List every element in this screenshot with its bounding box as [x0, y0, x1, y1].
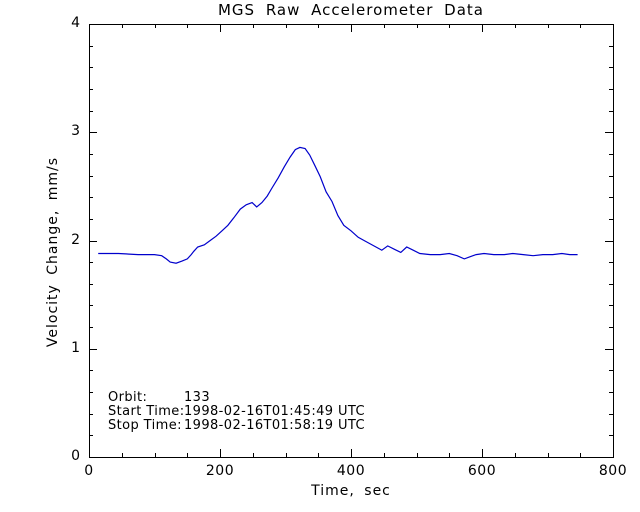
- orbit-label: Orbit:: [108, 390, 148, 405]
- orbit-value: 133: [184, 390, 211, 405]
- axis-tick-marks: [89, 24, 614, 458]
- stop-time-label: Stop Time:: [108, 418, 182, 433]
- x-axis-title: Time, sec: [311, 483, 391, 499]
- annotation-row-orbit: Orbit: 133: [108, 391, 365, 405]
- start-time-label: Start Time:: [108, 404, 185, 419]
- x-tick-label: 0: [84, 463, 94, 479]
- x-tick-label: 400: [336, 463, 366, 479]
- annotation-row-start-time: Start Time: 1998-02-16T01:45:49 UTC: [108, 405, 365, 419]
- x-tick-label: 600: [467, 463, 497, 479]
- y-axis-title: Velocity Change, mm/s: [45, 156, 61, 348]
- x-tick-label: 800: [598, 463, 628, 479]
- y-tick-label: 3: [71, 123, 80, 140]
- y-tick-label: 0: [71, 448, 80, 464]
- x-tick-label: 200: [205, 463, 235, 479]
- velocity-data-line: [98, 146, 578, 264]
- start-time-value: 1998-02-16T01:45:49 UTC: [184, 404, 365, 419]
- annotation-row-stop-time: Stop Time: 1998-02-16T01:58:19 UTC: [108, 419, 365, 433]
- y-tick-label: 2: [71, 231, 80, 248]
- stop-time-value: 1998-02-16T01:58:19 UTC: [184, 418, 365, 433]
- y-tick-label: 1: [71, 339, 80, 356]
- annotation-block: Orbit: 133 Start Time: 1998-02-16T01:45:…: [108, 391, 365, 433]
- y-tick-label: 4: [71, 15, 80, 31]
- chart-title: MGS Raw Accelerometer Data: [217, 1, 484, 19]
